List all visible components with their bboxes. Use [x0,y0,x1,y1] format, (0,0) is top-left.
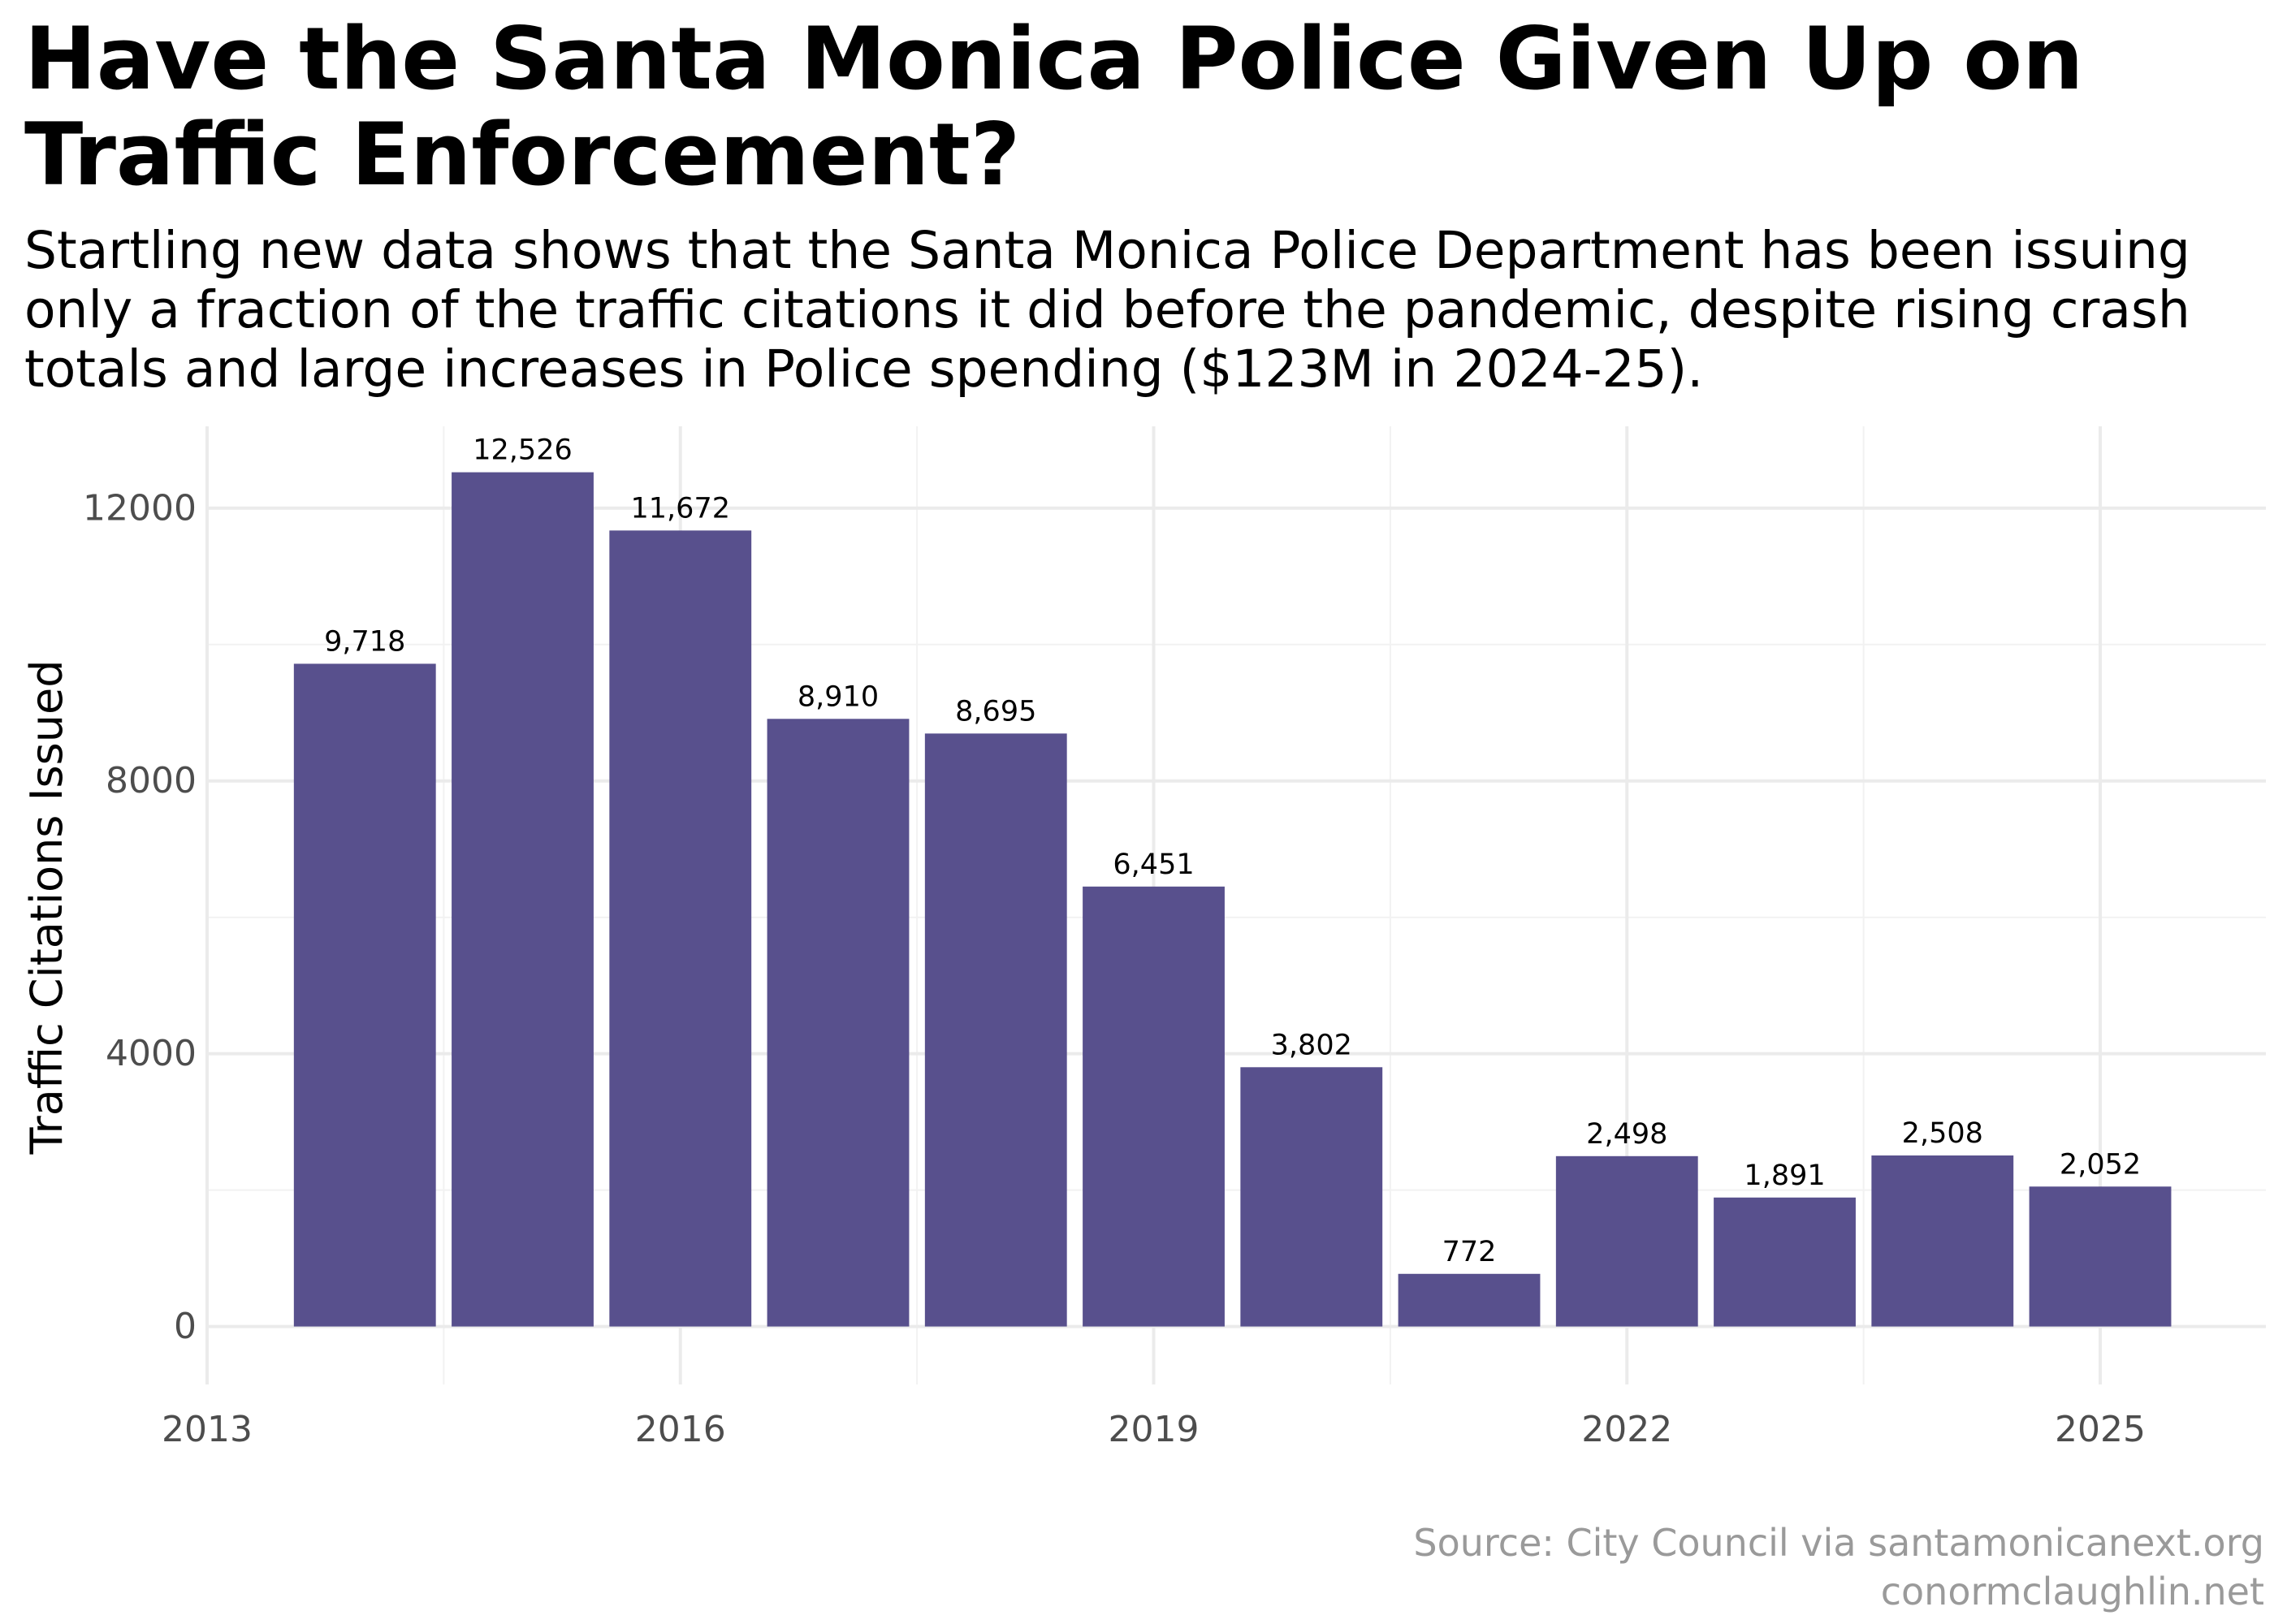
x-tick-label: 2019 [1109,1409,1200,1450]
bar-value-label: 12,526 [473,434,572,467]
caption: Source: City Council via santamonicanext… [1413,1518,2264,1616]
bar-value-label: 6,451 [1113,849,1194,881]
x-tick-label: 2016 [635,1409,726,1450]
bar-value-label: 2,508 [1902,1117,1983,1150]
bar-value-labels: 9,718 12,526 11,672 8,910 8,695 6,451 3,802 772… [324,434,2141,1268]
bar-2022 [1555,1155,1698,1327]
bar-value-label: 8,910 [798,680,879,713]
bar-value-label: 1,891 [1744,1160,1825,1192]
bar-2017 [767,719,910,1327]
bar-2020 [1240,1067,1383,1327]
chart-title: Have the Santa Monica Police Given Up on… [24,9,2084,205]
bar-2021 [1398,1273,1541,1327]
y-axis-label: Traffic Citations Issued [21,659,72,1155]
y-tick-label: 8000 [106,760,197,801]
caption-source: Source: City Council via santamonicanext… [1413,1521,2264,1565]
bar-value-label: 772 [1442,1236,1497,1268]
bar-value-label: 11,672 [631,492,730,525]
bars [293,472,2172,1327]
bar-2024 [1871,1155,2014,1327]
bar-2014 [293,663,436,1327]
bar-value-label: 9,718 [324,625,405,658]
x-axis-ticks: 2013 2016 2019 2022 2025 [162,1409,2146,1450]
bar-value-label: 2,498 [1586,1118,1667,1151]
chart-subtitle: Startling new data shows that the Santa … [24,221,2190,399]
y-tick-label: 12000 [83,487,197,529]
y-tick-label: 4000 [106,1033,197,1074]
bar-2025 [2029,1186,2172,1327]
bar-2023 [1714,1197,1856,1327]
bar-value-label: 8,695 [955,695,1036,728]
x-tick-label: 2013 [162,1409,253,1450]
y-tick-label: 0 [174,1306,197,1347]
bar-value-label: 2,052 [2060,1148,2141,1181]
caption-site: conormclaughlin.net [1880,1570,2264,1613]
x-tick-label: 2022 [1581,1409,1672,1450]
bar-2016 [609,530,752,1327]
y-axis-ticks: 0 4000 8000 12000 [83,487,197,1347]
bar-2018 [924,733,1067,1327]
x-tick-label: 2025 [2055,1409,2146,1450]
bar-value-label: 3,802 [1271,1029,1352,1061]
bar-2015 [452,472,594,1327]
bar-2019 [1083,886,1225,1327]
